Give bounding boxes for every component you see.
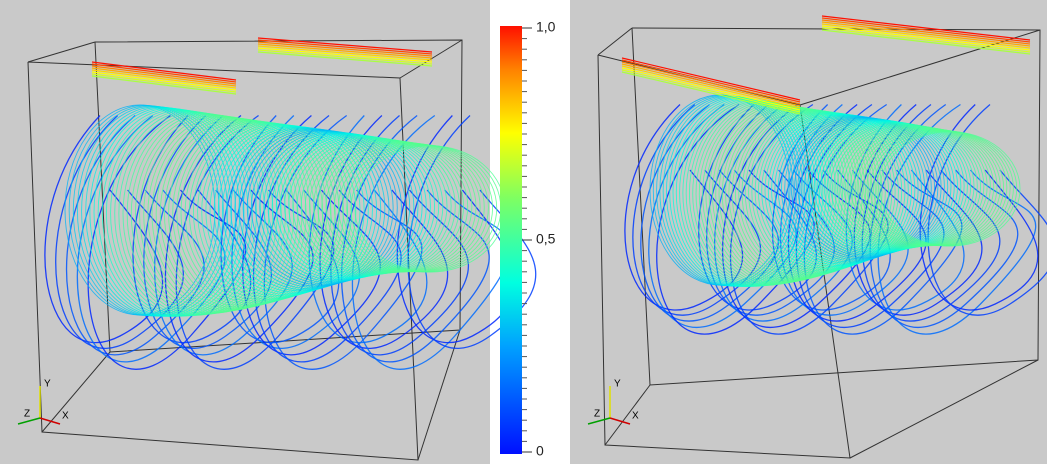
axis-label-z: Z xyxy=(24,409,30,420)
axis-label-x: X xyxy=(632,411,639,422)
figure: Y X Z Y X Z 0 0,5 1,0 xyxy=(0,0,1047,464)
colorbar xyxy=(500,26,522,454)
colorbar-axis: 0 0,5 1,0 xyxy=(522,19,556,459)
colorbar-tick-label: 0 xyxy=(536,443,544,459)
axis-label-y: Y xyxy=(614,379,621,390)
axis-label-x: X xyxy=(62,411,69,422)
axis-label-y: Y xyxy=(44,379,51,390)
axis-label-z: Z xyxy=(594,409,600,420)
colorbar-tick-label: 0,5 xyxy=(536,231,556,247)
colorbar-tick-label: 1,0 xyxy=(536,19,556,35)
